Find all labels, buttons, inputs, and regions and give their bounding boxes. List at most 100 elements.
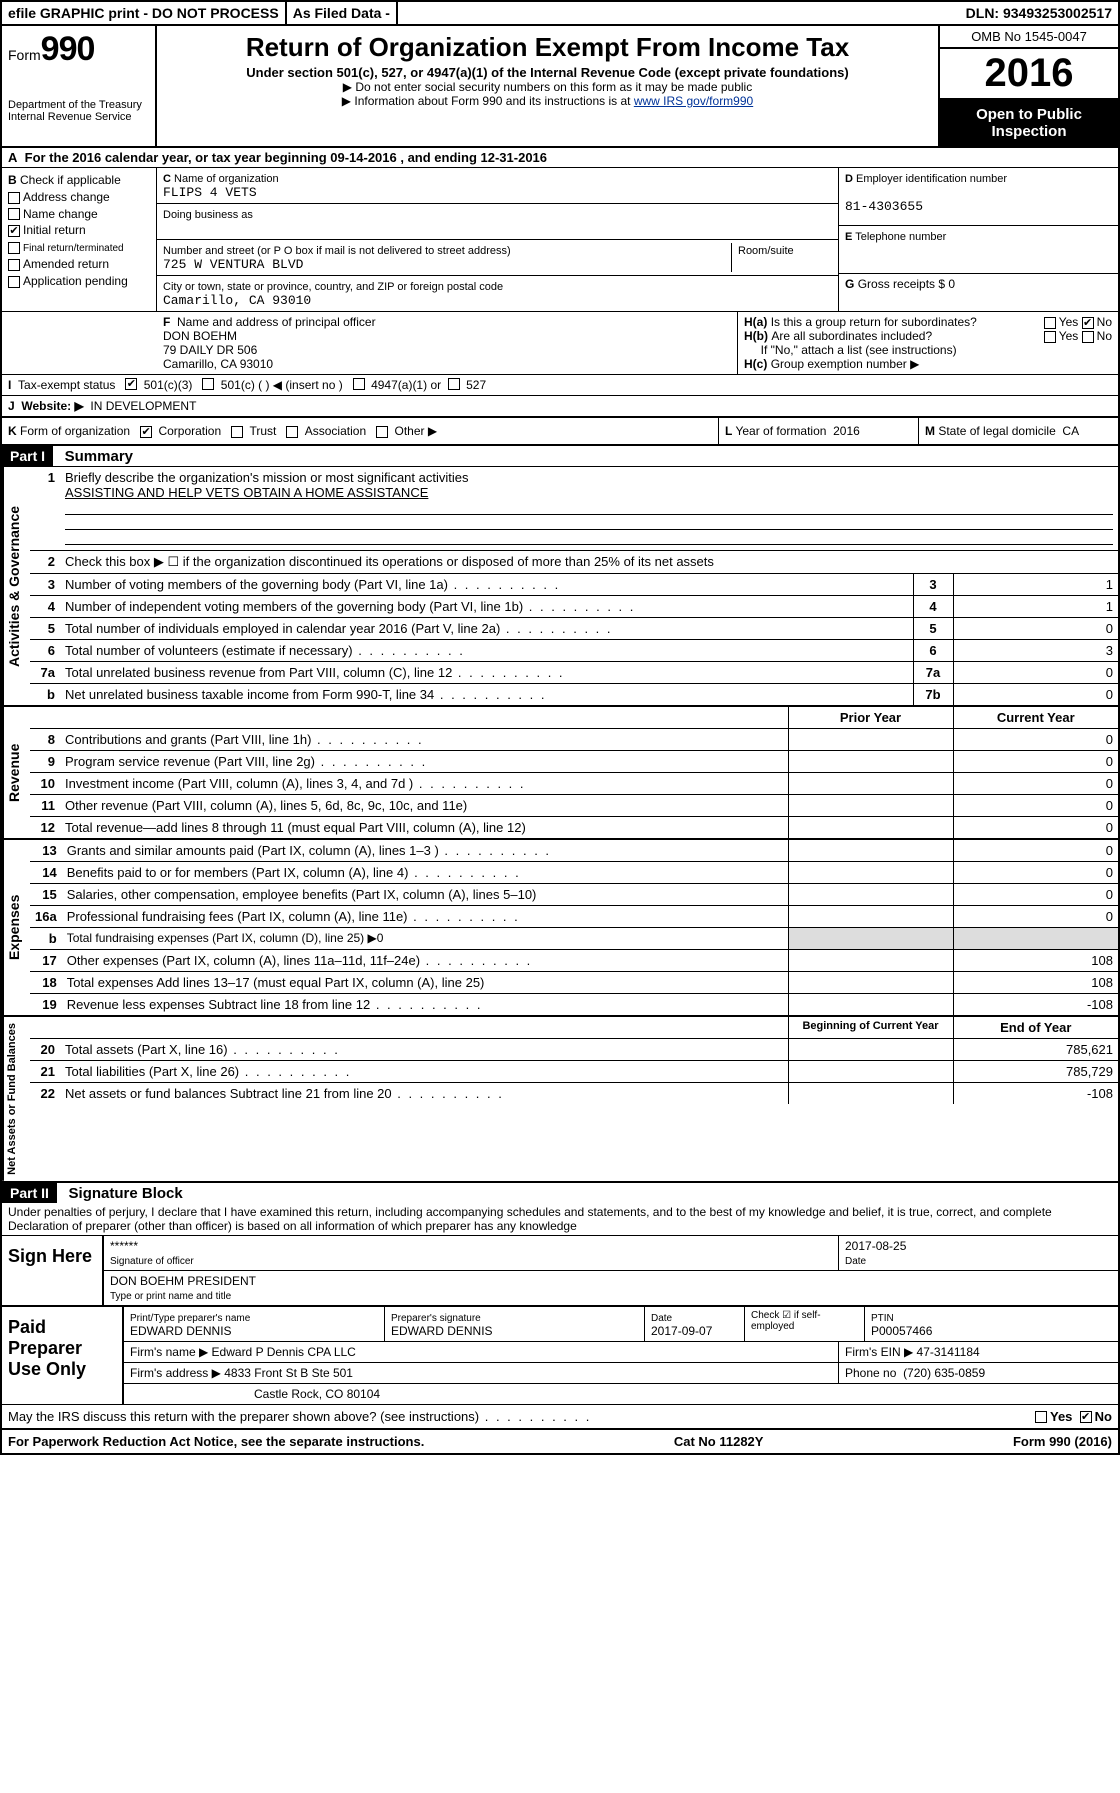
- rl1-p: [788, 751, 953, 773]
- section-revenue: Revenue: [2, 707, 30, 838]
- nl0-c: 785,621: [953, 1039, 1118, 1061]
- hb-note: If "No," attach a list (see instructions…: [761, 343, 957, 357]
- part-i-title: Summary: [57, 448, 133, 465]
- cb-discuss-yes[interactable]: [1035, 1411, 1047, 1423]
- rl1-c: 0: [953, 751, 1118, 773]
- form-title: Return of Organization Exempt From Incom…: [165, 32, 930, 63]
- rl4-n: 12: [30, 817, 60, 839]
- el1-t: Benefits paid to or for members (Part IX…: [67, 865, 521, 880]
- tax-year: 2016: [940, 49, 1118, 100]
- cb-527[interactable]: [448, 378, 460, 390]
- gl5-b: 7b: [913, 684, 953, 706]
- section-governance: Activities & Governance: [2, 467, 30, 705]
- gl0-v: 1: [953, 574, 1118, 596]
- gl3-b: 6: [913, 640, 953, 662]
- form-note2-text: ▶ Information about Form 990 and its ins…: [342, 94, 634, 108]
- cb-assoc[interactable]: [286, 426, 298, 438]
- part-ii-label: Part II: [2, 1183, 57, 1203]
- i-opt2: 501(c) ( ) ◀ (insert no ): [221, 378, 343, 392]
- el7-c: -108: [953, 994, 1118, 1016]
- cb-amended[interactable]: [8, 259, 20, 271]
- cb-name-change[interactable]: [8, 208, 20, 220]
- cb-hb-yes[interactable]: [1044, 331, 1056, 343]
- i-label: Tax-exempt status: [18, 378, 115, 392]
- j-label: Website: ▶: [21, 399, 83, 413]
- cb-501c[interactable]: [202, 378, 214, 390]
- cb-ha-no[interactable]: [1082, 317, 1094, 329]
- prep-date: 2017-09-07: [651, 1324, 712, 1338]
- footer: For Paperwork Reduction Act Notice, see …: [2, 1428, 1118, 1453]
- el3-c: 0: [953, 906, 1118, 928]
- col-c: C Name of organization FLIPS 4 VETS Doin…: [157, 168, 838, 311]
- street-label: Number and street (or P O box if mail is…: [163, 245, 511, 257]
- cb-4947[interactable]: [353, 378, 365, 390]
- gl1-v: 1: [953, 596, 1118, 618]
- cb-corp[interactable]: [140, 426, 152, 438]
- cb-hb-no[interactable]: [1082, 331, 1094, 343]
- section-netassets: Net Assets or Fund Balances: [2, 1017, 30, 1181]
- prep-sig: EDWARD DENNIS: [391, 1324, 493, 1338]
- year-formation: 2016: [833, 424, 860, 438]
- el2-n: 15: [30, 884, 62, 906]
- k-opt2: Association: [305, 424, 366, 438]
- cb-discuss-no[interactable]: [1080, 1411, 1092, 1423]
- discuss-text: May the IRS discuss this return with the…: [8, 1409, 591, 1424]
- el5-t: Other expenses (Part IX, column (A), lin…: [67, 953, 533, 968]
- footer-mid: Cat No 11282Y: [674, 1434, 764, 1449]
- row-b-through-g: B Check if applicable Address change Nam…: [2, 167, 1118, 311]
- gl4-b: 7a: [913, 662, 953, 684]
- street-value: 725 W VENTURA BLVD: [163, 257, 303, 272]
- cb-ha-yes[interactable]: [1044, 317, 1056, 329]
- el1-n: 14: [30, 862, 62, 884]
- el4-t: Total fundraising expenses (Part IX, col…: [62, 928, 788, 950]
- mission-text: ASSISTING AND HELP VETS OBTAIN A HOME AS…: [65, 485, 428, 500]
- el5-n: 17: [30, 950, 62, 972]
- c-name-label: Name of organization: [174, 173, 279, 185]
- nl1-t: Total liabilities (Part X, line 26): [65, 1064, 351, 1079]
- line1-label: Briefly describe the organization's miss…: [65, 470, 468, 485]
- room-label: Room/suite: [738, 245, 794, 257]
- cb-initial-return[interactable]: [8, 225, 20, 237]
- el2-c: 0: [953, 884, 1118, 906]
- phone-label: Telephone number: [855, 231, 946, 243]
- gl5-v: 0: [953, 684, 1118, 706]
- el3-t: Professional fundraising fees (Part IX, …: [67, 909, 520, 924]
- type-name-label: Type or print name and title: [110, 1291, 231, 1302]
- line2-text: Check this box ▶ ☐ if the organization d…: [60, 551, 1118, 574]
- el0-t: Grants and similar amounts paid (Part IX…: [67, 843, 551, 858]
- prep-name-label: Print/Type preparer's name: [130, 1313, 250, 1324]
- prep-date-label: Date: [651, 1313, 672, 1324]
- part-ii-header: Part II Signature Block: [2, 1181, 1118, 1203]
- b-label: Check if applicable: [20, 173, 121, 187]
- rl1-t: Program service revenue (Part VIII, line…: [65, 754, 427, 769]
- b-item-5: Application pending: [23, 274, 128, 288]
- sign-here-label: Sign Here: [2, 1236, 102, 1305]
- cb-address-change[interactable]: [8, 192, 20, 204]
- el3-n: 16a: [30, 906, 62, 928]
- city-label: City or town, state or province, country…: [163, 281, 503, 293]
- cb-501c3[interactable]: [125, 378, 137, 390]
- part-ii-title: Signature Block: [61, 1185, 183, 1202]
- cb-final-return[interactable]: [8, 242, 20, 254]
- irs-link[interactable]: www IRS gov/form990: [634, 94, 753, 108]
- cb-trust[interactable]: [231, 426, 243, 438]
- cb-app-pending[interactable]: [8, 276, 20, 288]
- firm-name-label: Firm's name ▶: [130, 1345, 208, 1359]
- gl1-n: 4: [30, 596, 60, 618]
- expenses-table: 13Grants and similar amounts paid (Part …: [30, 840, 1118, 1015]
- rl4-c: 0: [953, 817, 1118, 839]
- nl2-c: -108: [953, 1083, 1118, 1105]
- nl2-p: [788, 1083, 953, 1105]
- rl2-t: Investment income (Part VIII, column (A)…: [65, 776, 526, 791]
- col-end: End of Year: [953, 1017, 1118, 1039]
- hc-label: Group exemption number ▶: [771, 357, 920, 371]
- b-item-0: Address change: [23, 190, 110, 204]
- row-i: I Tax-exempt status 501(c)(3) 501(c) ( )…: [2, 374, 1118, 395]
- rl1-n: 9: [30, 751, 60, 773]
- ha-label: Is this a group return for subordinates?: [771, 315, 977, 329]
- officer-name: DON BOEHM: [163, 329, 237, 343]
- nl2-t: Net assets or fund balances Subtract lin…: [65, 1086, 504, 1101]
- hb-label: Are all subordinates included?: [771, 329, 932, 343]
- cb-other[interactable]: [376, 426, 388, 438]
- row-klm: K Form of organization Corporation Trust…: [2, 416, 1118, 444]
